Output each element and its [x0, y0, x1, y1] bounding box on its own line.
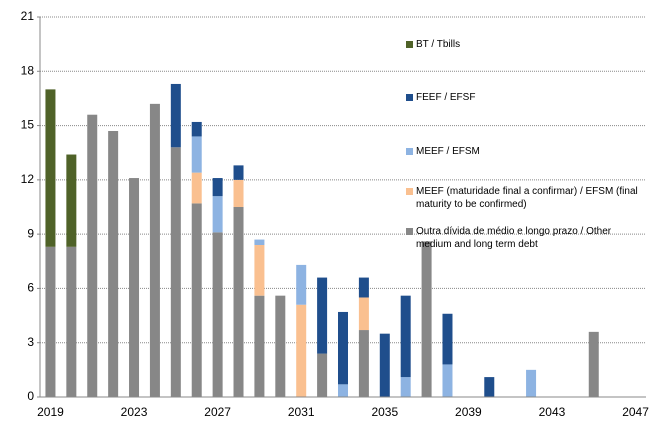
y-tick-label: 6 [27, 281, 34, 295]
bar-segment [233, 165, 244, 180]
bar-segment [108, 131, 119, 397]
bar-segment [191, 203, 202, 397]
x-tick-label: 2035 [371, 405, 398, 419]
legend-label: BT / Tbills [416, 39, 461, 50]
x-tick-label: 2031 [288, 405, 315, 419]
bar-segment [400, 377, 411, 397]
bar-segment [233, 179, 244, 207]
bar-segment [421, 241, 432, 397]
bar-segment [317, 277, 328, 354]
bar-segment [170, 83, 181, 148]
bar-segment [317, 353, 328, 397]
bar-segment [170, 147, 181, 397]
bar-segment [358, 330, 369, 397]
bar-segment [212, 178, 223, 197]
bar-segment [45, 89, 56, 247]
y-tick-label: 18 [21, 63, 35, 77]
y-tick-label: 15 [21, 118, 35, 132]
bar-segment [442, 313, 453, 365]
x-tick-label: 2023 [121, 405, 148, 419]
bar-segment [358, 277, 369, 298]
bar-segment [526, 369, 537, 397]
bar-segment [254, 239, 265, 245]
x-tick-label: 2039 [455, 405, 482, 419]
legend-label: MEEF / EFSM [416, 146, 480, 157]
x-tick-label: 2019 [37, 405, 64, 419]
bar-segment [400, 295, 411, 378]
bar-segment [588, 331, 599, 397]
legend-label: MEEF (maturidade final a confirmar) / EF… [416, 186, 638, 210]
bar-segment [254, 295, 265, 397]
bar-segment [442, 364, 453, 397]
y-tick-label: 12 [21, 172, 35, 186]
bar-segment [275, 295, 286, 397]
bar-segment [191, 172, 202, 204]
bar-segment [254, 245, 265, 296]
bar-segment [212, 232, 223, 397]
legend-swatch [406, 94, 413, 101]
legend-swatch [406, 188, 413, 195]
legend-swatch [406, 41, 413, 48]
bar-segment [45, 246, 56, 397]
y-tick-label: 21 [21, 9, 35, 23]
bar-segment [379, 333, 390, 397]
bar-segment [296, 304, 307, 397]
x-tick-label: 2047 [622, 405, 649, 419]
bar-segment [212, 196, 223, 233]
bar-segment [191, 136, 202, 173]
x-tick-label: 2043 [539, 405, 566, 419]
bar-segment [484, 377, 495, 397]
bar-segment [338, 311, 348, 385]
y-tick-label: 0 [27, 389, 34, 403]
bar-segment [66, 246, 77, 397]
bar-segment [129, 178, 140, 397]
y-tick-label: 3 [27, 335, 34, 349]
bar-segment [358, 297, 369, 331]
bar-segment [338, 384, 348, 397]
y-tick-label: 9 [27, 226, 34, 240]
bar-segment [149, 103, 160, 397]
x-tick-label: 2027 [204, 405, 231, 419]
legend-swatch [406, 148, 413, 155]
bar-segment [87, 114, 98, 397]
bar-segment [233, 207, 244, 397]
bar-segment [66, 154, 77, 247]
legend-swatch [406, 228, 413, 235]
bar-segment [296, 264, 307, 305]
legend-label: FEEF / EFSF [416, 92, 476, 103]
bar-segment [191, 121, 202, 137]
legend-label: Outra dívida de médio e longo prazo / Ot… [416, 226, 612, 250]
